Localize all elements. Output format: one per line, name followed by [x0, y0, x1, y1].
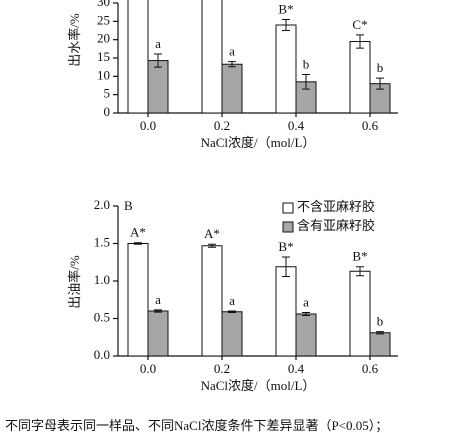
legend-swatch — [282, 221, 294, 233]
y-tick-label: 0 — [104, 104, 111, 119]
error-bar — [356, 266, 364, 277]
bar — [275, 266, 297, 357]
bar — [349, 270, 371, 357]
x-tick-label: 0.4 — [288, 118, 305, 133]
significance-letter: b — [377, 314, 384, 329]
footnote: 不同字母表示同一样品、不同NaCl浓度条件下差异显著（P<0.05）； — [5, 418, 388, 433]
x-tick-label: 0.4 — [288, 361, 305, 376]
x-tick-label: 0.0 — [140, 361, 156, 376]
bar — [201, 245, 223, 357]
bar — [127, 0, 149, 114]
significance-letter: A* — [204, 226, 220, 241]
error-bar — [302, 74, 310, 90]
error-bar — [134, 242, 142, 245]
y-tick-label: 5 — [104, 86, 111, 101]
significance-letter: B* — [278, 1, 293, 16]
legend-label: 含有亚麻籽胶 — [297, 218, 375, 233]
error-bar — [154, 309, 162, 313]
bar — [275, 24, 297, 114]
x-tick-label: 0.0 — [140, 118, 156, 133]
y-axis-label: 出水率/% — [67, 13, 82, 67]
x-axis-label: NaCl浓度/（mol/L） — [201, 135, 316, 150]
x-axis-label: NaCl浓度/（mol/L） — [201, 378, 316, 393]
error-bar — [376, 331, 384, 335]
y-tick-label: 10 — [97, 67, 110, 82]
significance-letter: a — [303, 294, 309, 309]
y-tick-label: 30 — [97, 0, 110, 9]
significance-letter: b — [303, 56, 310, 71]
significance-letter: a — [229, 44, 235, 59]
error-bar — [208, 243, 216, 248]
bar — [147, 310, 169, 357]
x-tick-label: 0.6 — [362, 361, 379, 376]
bar — [147, 60, 169, 114]
x-tick-label: 0.2 — [214, 118, 230, 133]
y-axis-label: 出油率/% — [67, 255, 82, 309]
error-bar — [302, 312, 310, 316]
x-tick-label: 0.2 — [214, 361, 230, 376]
y-tick-label: 2.0 — [94, 197, 110, 212]
error-bar — [376, 77, 384, 90]
significance-letter: b — [377, 60, 384, 75]
y-tick-label: 20 — [97, 31, 110, 46]
significance-letter: A* — [130, 225, 146, 240]
significance-letter: a — [155, 36, 161, 51]
bar — [221, 63, 243, 114]
error-bar — [228, 61, 236, 68]
significance-letter: B* — [278, 239, 293, 254]
error-bar — [228, 310, 236, 313]
legend-label: 不含亚麻籽胶 — [297, 199, 375, 214]
error-bar — [154, 53, 162, 68]
error-bar — [356, 34, 364, 49]
panel-label: B — [124, 198, 133, 213]
y-tick-label: 25 — [97, 12, 110, 27]
error-bar — [282, 19, 290, 31]
significance-letter: a — [155, 292, 161, 307]
bar — [221, 311, 243, 357]
significance-letter: B* — [352, 249, 367, 264]
y-tick-label: 1.5 — [94, 234, 110, 249]
y-tick-label: 1.0 — [94, 272, 110, 287]
y-tick-label: 0.5 — [94, 309, 110, 324]
y-tick-label: 15 — [97, 49, 110, 64]
x-tick-label: 0.6 — [362, 118, 379, 133]
y-tick-label: 0.0 — [94, 347, 110, 362]
bar — [295, 313, 317, 357]
legend-swatch — [282, 202, 294, 214]
bar — [349, 41, 371, 114]
error-bar — [282, 256, 290, 277]
bar — [201, 0, 223, 114]
bar — [369, 332, 391, 357]
significance-letter: a — [229, 293, 235, 308]
bar — [127, 243, 149, 357]
significance-letter: C* — [352, 17, 367, 32]
